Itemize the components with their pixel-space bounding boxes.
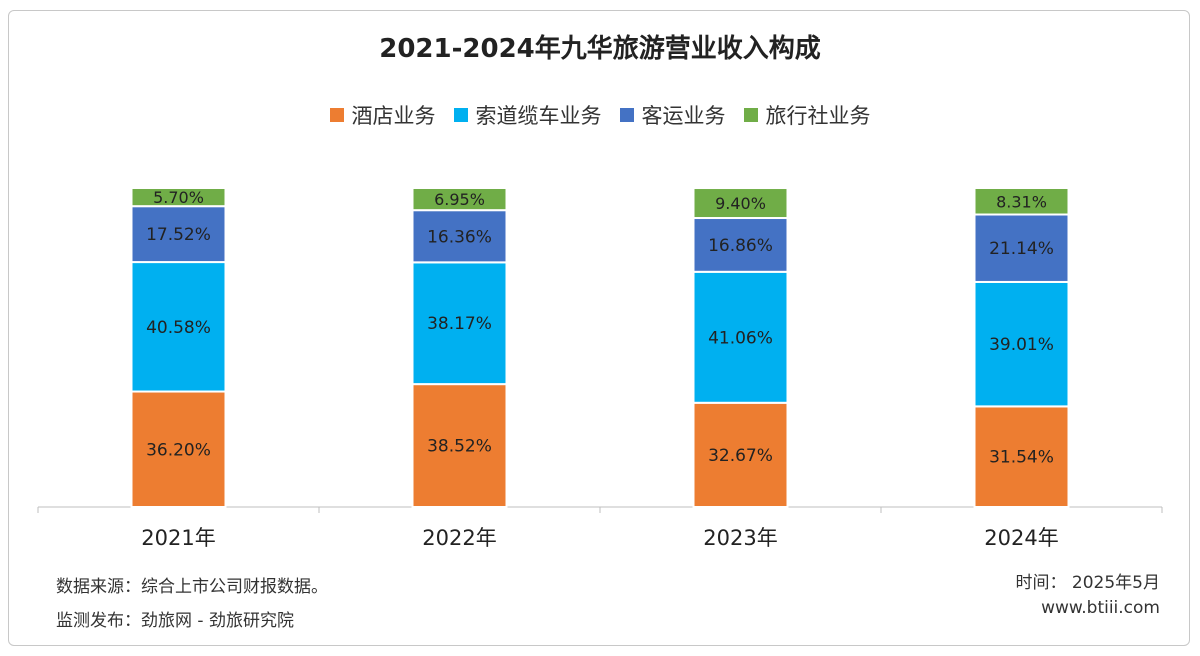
data-label-travel-agency-2: 6.95% — [434, 190, 485, 209]
bar-cableway-3 — [692, 270, 789, 404]
x-tick-label-4: 2024年 — [984, 526, 1058, 550]
legend-label-cableway: 索道缆车业务 — [475, 104, 602, 128]
x-tick-label-3: 2023年 — [703, 526, 777, 550]
chart-title: 2021-2024年九华旅游营业收入构成 — [379, 34, 821, 64]
legend: 酒店业务 索道缆车业务 客运业务 旅行社业务 — [0, 100, 1200, 130]
data-source-note: 数据来源：综合上市公司财报数据。 — [56, 577, 328, 597]
bar-hotel-2 — [411, 383, 508, 508]
legend-label-travel-agency: 旅行社业务 — [765, 104, 871, 128]
data-label-passenger-3: 16.86% — [708, 236, 773, 256]
x-tick-label-1: 2021年 — [141, 526, 215, 550]
data-label-passenger-2: 16.36% — [427, 227, 492, 247]
legend-swatch-passenger — [619, 108, 634, 122]
data-label-cableway-4: 39.01% — [989, 335, 1054, 355]
bar-cableway-1 — [130, 261, 227, 393]
publish-time: 时间： 2025年5月 — [1015, 573, 1160, 593]
legend-item-travel-agency: 旅行社业务 — [743, 100, 871, 130]
bar-travel-agency-1 — [130, 187, 227, 208]
bar-passenger-4 — [973, 213, 1070, 283]
data-label-travel-agency-1: 5.70% — [153, 188, 204, 207]
publisher-note: 监测发布：劲旅网 - 劲旅研究院 — [56, 611, 294, 631]
data-label-passenger-1: 17.52% — [146, 225, 211, 245]
legend-label-passenger: 客运业务 — [641, 104, 726, 128]
bar-travel-agency-2 — [411, 187, 508, 212]
data-label-hotel-2: 38.52% — [427, 437, 492, 457]
bar-passenger-2 — [411, 209, 508, 264]
website: www.btiii.com — [1041, 598, 1160, 618]
legend-swatch-travel-agency — [743, 108, 758, 122]
bar-cableway-4 — [973, 280, 1070, 408]
legend-item-cableway: 索道缆车业务 — [453, 100, 602, 130]
data-label-cableway-2: 38.17% — [427, 314, 492, 334]
bar-travel-agency-4 — [973, 187, 1070, 216]
data-label-hotel-3: 32.67% — [708, 446, 773, 466]
legend-item-hotel: 酒店业务 — [329, 100, 436, 130]
data-label-cableway-3: 41.06% — [708, 328, 773, 348]
bar-hotel-4 — [973, 405, 1070, 508]
legend-swatch-hotel — [329, 108, 344, 122]
bar-hotel-1 — [130, 390, 227, 508]
bar-travel-agency-3 — [692, 187, 789, 220]
legend-item-passenger: 客运业务 — [619, 100, 726, 130]
bar-passenger-3 — [692, 217, 789, 273]
data-label-hotel-4: 31.54% — [989, 448, 1054, 468]
data-label-hotel-1: 36.20% — [146, 440, 211, 460]
bar-hotel-3 — [692, 401, 789, 509]
data-label-passenger-4: 21.14% — [989, 239, 1054, 259]
legend-swatch-cableway — [453, 108, 468, 122]
data-label-travel-agency-4: 8.31% — [996, 192, 1047, 211]
legend-label-hotel: 酒店业务 — [351, 104, 436, 128]
data-label-travel-agency-3: 9.40% — [715, 194, 766, 213]
data-label-cableway-1: 40.58% — [146, 318, 211, 338]
x-tick-label-2: 2022年 — [422, 526, 496, 550]
